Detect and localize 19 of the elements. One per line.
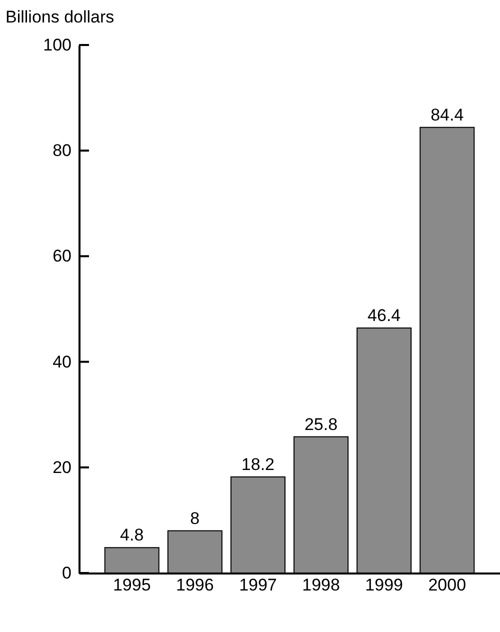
x-tick-label: 2000	[428, 576, 466, 594]
y-tick-label: 80	[52, 141, 72, 160]
data-label: 46.4	[368, 306, 401, 326]
x-tick-label: 1998	[302, 576, 340, 594]
data-label: 4.8	[120, 526, 144, 545]
y-tick-label: 0	[62, 564, 72, 582]
y-tick-label: 100	[43, 36, 72, 54]
data-label: 18.2	[241, 454, 275, 474]
x-tick-label: 1999	[365, 576, 403, 594]
x-tick-label: 1997	[239, 576, 277, 594]
y-tick-label: 20	[52, 458, 72, 477]
y-axis-title: Billions dollars	[6, 8, 114, 26]
data-label: 84.4	[430, 105, 464, 124]
data-label: 25.8	[304, 414, 338, 434]
x-tick-label: 1996	[176, 576, 214, 594]
data-label: 8	[190, 508, 200, 528]
x-tick-label: 1995	[112, 576, 151, 594]
y-tick-label: 60	[52, 246, 72, 266]
y-tick-label: 40	[52, 352, 72, 372]
